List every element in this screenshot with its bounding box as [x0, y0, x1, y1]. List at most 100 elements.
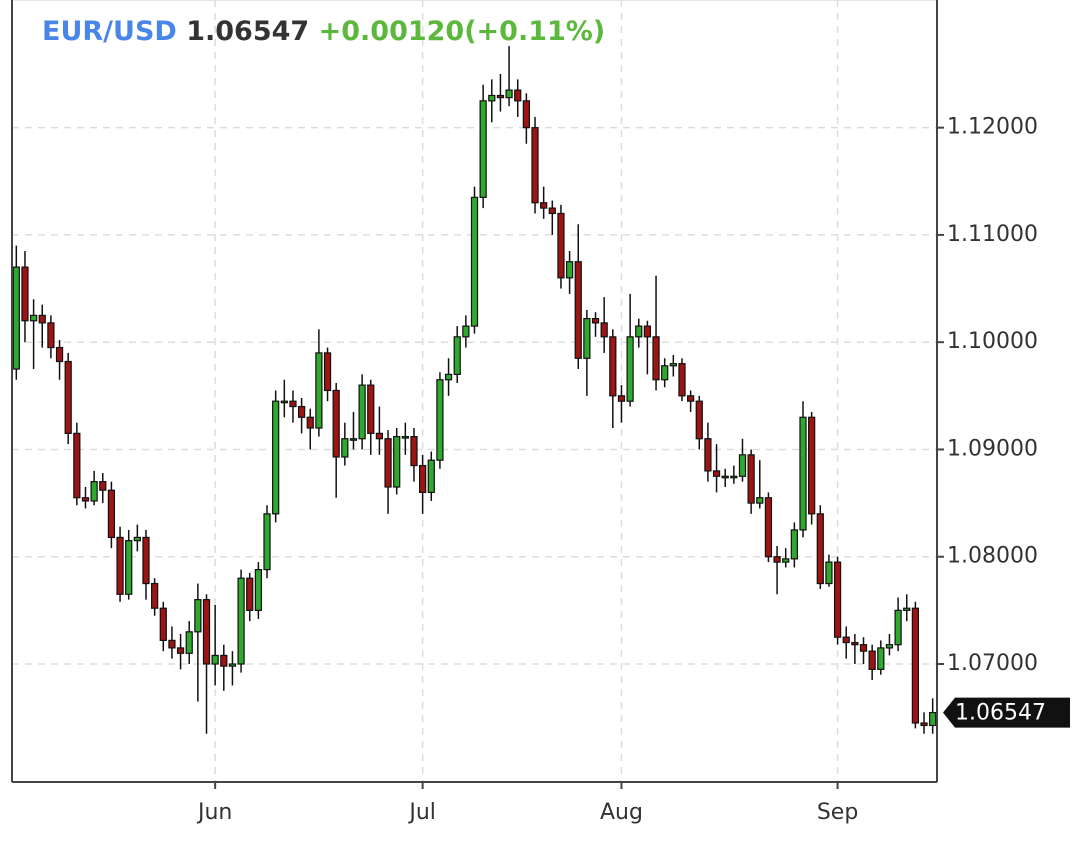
candle-body — [903, 607, 911, 611]
axis-labels: 1.07000 1.08000 1.09000 1.10000 1.11000 1.120… — [196, 115, 1070, 825]
y-tick-label: 1.07000 — [947, 651, 1038, 676]
candle-body — [704, 438, 712, 472]
candle-body — [825, 561, 833, 585]
price-change: +0.00120(+0.11%) — [319, 16, 606, 47]
candle-body — [263, 513, 271, 571]
candle-body — [220, 654, 228, 667]
candle-body — [756, 497, 764, 504]
candle-body — [635, 325, 643, 338]
y-tick-label: 1.12000 — [947, 115, 1038, 140]
candle-body — [73, 432, 81, 499]
candle-body — [185, 631, 193, 654]
candle-body — [453, 336, 461, 375]
candle-body — [367, 384, 375, 434]
y-tick-label: 1.09000 — [947, 436, 1038, 461]
candle-body — [47, 322, 55, 349]
candle-body — [237, 577, 245, 665]
candle-body — [617, 395, 626, 402]
candle-body — [600, 322, 608, 338]
candle-body — [341, 438, 349, 458]
candle-body — [678, 363, 686, 397]
candle-body — [228, 663, 237, 667]
candle-body — [911, 607, 920, 724]
candle-body — [107, 489, 116, 539]
candle-body — [652, 336, 660, 381]
candle-body — [505, 89, 513, 99]
y-tick-label: 1.08000 — [947, 544, 1038, 569]
candle-body — [877, 647, 885, 670]
candle-body — [358, 384, 366, 440]
candle-body — [393, 435, 401, 488]
candle-body — [133, 536, 141, 542]
candle-body — [574, 261, 582, 359]
candle-body — [540, 202, 548, 209]
candle-body — [816, 513, 824, 585]
candle-body — [920, 722, 928, 727]
candle-body — [470, 196, 479, 327]
candle-body — [297, 405, 306, 418]
candle-body — [280, 400, 288, 404]
candle-body — [332, 389, 340, 458]
candle-body — [12, 266, 20, 370]
candle-body — [929, 711, 937, 727]
candle-body — [90, 481, 98, 502]
candle-body — [142, 536, 150, 585]
candle-body — [799, 416, 807, 531]
candle-body — [384, 438, 392, 488]
candle-body — [643, 325, 652, 338]
candle-body — [419, 464, 427, 493]
candle-body — [116, 536, 124, 595]
candle-body — [859, 644, 868, 652]
candle-body — [38, 314, 46, 324]
candle-body — [747, 454, 755, 504]
candle-body — [246, 577, 254, 611]
chart-title: EUR/USD 1.06547 +0.00120(+0.11%) — [42, 16, 605, 47]
candles — [12, 46, 937, 734]
candle-body — [730, 475, 738, 479]
candle-body — [712, 470, 721, 477]
candle-body — [773, 556, 781, 563]
candle-body — [591, 317, 600, 324]
price-tag-label: 1.06547 — [955, 701, 1046, 726]
candle-body — [782, 558, 790, 563]
candle-body — [151, 582, 159, 609]
candle-body — [99, 481, 107, 491]
candle-body — [375, 432, 384, 440]
candle-body — [626, 336, 634, 402]
candle-body — [323, 352, 332, 392]
candle-body — [868, 650, 876, 670]
candle-body — [531, 127, 539, 204]
candle-body — [764, 497, 773, 558]
candle-body — [721, 475, 729, 479]
candle-body — [194, 599, 202, 633]
x-tick-label: Aug — [600, 800, 643, 825]
last-price: 1.06547 — [186, 16, 309, 47]
candle-body — [436, 379, 444, 461]
y-tick-label: 1.11000 — [947, 222, 1038, 247]
candle-body — [401, 435, 409, 439]
candle-body — [548, 207, 556, 215]
candle-body — [462, 325, 470, 338]
symbol: EUR/USD — [42, 16, 177, 47]
candle-body — [444, 373, 453, 381]
candle-body — [842, 636, 850, 644]
candle-body — [315, 352, 323, 429]
candle-body — [790, 529, 798, 560]
candle-body — [21, 266, 29, 322]
candle-body — [885, 644, 894, 649]
candle-body — [851, 641, 859, 646]
candle-body — [833, 561, 842, 638]
candle-body — [289, 400, 297, 408]
candle-body — [254, 569, 263, 611]
candle-body — [410, 435, 418, 467]
candle-body — [64, 360, 72, 434]
candle-body — [583, 317, 591, 359]
candle-body — [29, 314, 38, 322]
candle-body — [496, 94, 505, 99]
candle-body — [176, 647, 185, 654]
candle-body — [427, 459, 435, 493]
y-tick-label: 1.10000 — [947, 329, 1038, 354]
x-tick-label: Jun — [196, 800, 232, 825]
candle-body — [894, 609, 902, 646]
